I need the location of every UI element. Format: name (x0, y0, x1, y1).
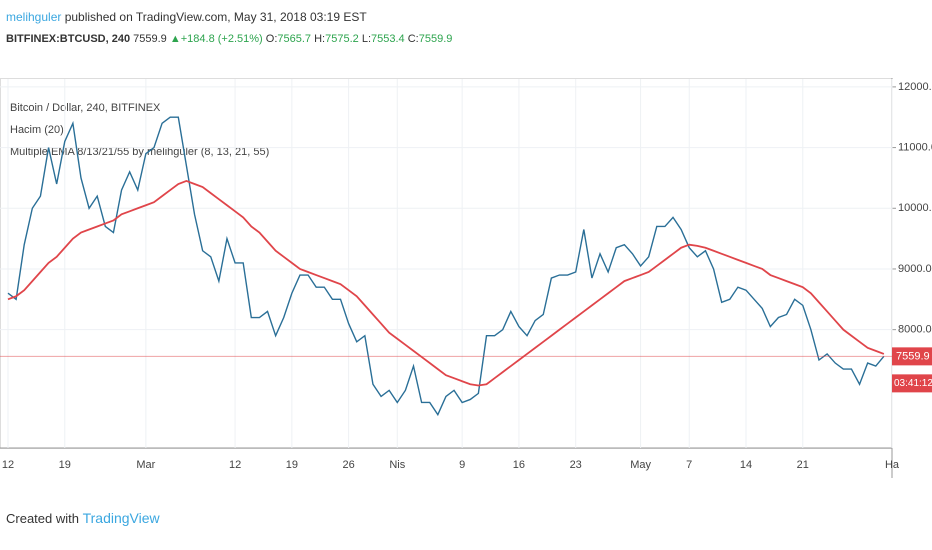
x-tick-label: 12 (2, 459, 14, 471)
x-tick-label: 9 (459, 459, 465, 471)
publish-line: melihguler published on TradingView.com,… (6, 10, 367, 24)
x-tick-label: Mar (136, 459, 155, 471)
y-tick-label: 11000.0 (898, 141, 932, 153)
overlay-volume: Hacim (20) (10, 124, 64, 136)
c-value: 7559.9 (418, 33, 453, 45)
overlay-ema: Multiple EMA 8/13/21/55 by melihguler (8… (10, 146, 269, 158)
c-label: C: (407, 33, 419, 45)
x-tick-label: 7 (686, 459, 692, 471)
h-value: 7575.2 (325, 33, 359, 45)
plot-frame (0, 78, 892, 449)
l-label: L: (361, 33, 372, 45)
symbol: BITFINEX:BTCUSD, 240 (6, 33, 131, 45)
x-tick-label: 23 (570, 459, 582, 471)
created-with: Created with (6, 511, 79, 526)
author-link[interactable]: melihguler (6, 10, 62, 24)
change: ▲+184.8 (+2.51%) (169, 33, 263, 45)
y-tick-label: 10000.0 (898, 202, 932, 214)
last-price-box (892, 347, 932, 366)
x-tick-label: Nis (389, 459, 405, 471)
l-value: 7553.4 (371, 33, 405, 45)
x-tick-label: 16 (513, 459, 525, 471)
y-tick-label: 9000.0 (898, 263, 932, 275)
chart: Bitcoin / Dollar, 240, BITFINEX Hacim (2… (0, 78, 932, 478)
footer: Created with TradingView (6, 510, 160, 526)
last: 7559.9 (133, 33, 167, 45)
h-label: H: (314, 33, 326, 45)
countdown-label: 03:41:12 (894, 378, 932, 389)
y-tick-label: 12000.0 (898, 81, 932, 93)
o-label: O: (265, 33, 278, 45)
overlay-symbol: Bitcoin / Dollar, 240, BITFINEX (10, 102, 161, 114)
x-tick-label: 14 (740, 459, 752, 471)
x-tick-label: Ha (885, 459, 900, 471)
x-tick-label: 26 (342, 459, 354, 471)
y-tick-label: 8000.0 (898, 324, 932, 336)
x-tick-label: 19 (59, 459, 71, 471)
symbol-line: BITFINEX:BTCUSD, 240 7559.9 ▲+184.8 (+2.… (6, 33, 452, 45)
x-tick-label: 21 (797, 459, 809, 471)
x-tick-label: 19 (286, 459, 298, 471)
countdown-box (892, 374, 932, 393)
price-line (7, 180, 885, 387)
x-tick-label: 12 (229, 459, 241, 471)
publish-text: published on TradingView.com, May 31, 20… (64, 10, 367, 24)
last-price-label: 7559.9 (896, 350, 930, 362)
x-tick-label: May (630, 459, 651, 471)
brand[interactable]: TradingView (82, 510, 160, 526)
price-line (7, 116, 885, 417)
o-value: 7565.7 (277, 33, 312, 45)
